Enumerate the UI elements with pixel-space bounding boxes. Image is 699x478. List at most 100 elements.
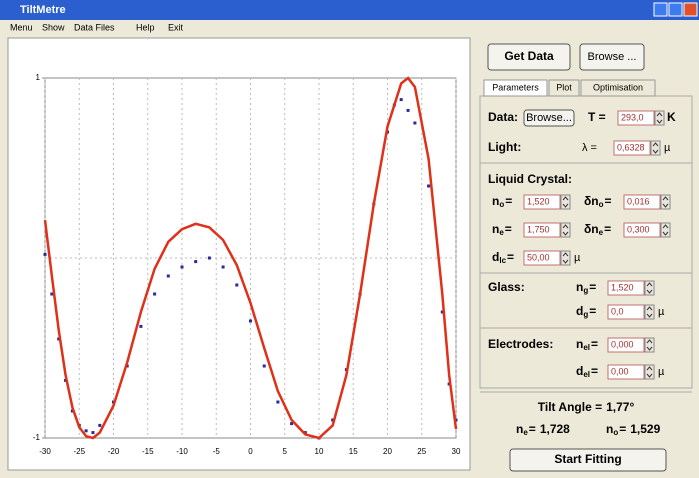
field-label: dlc= bbox=[492, 250, 514, 265]
data-label: Data: bbox=[488, 110, 518, 124]
spinner[interactable] bbox=[660, 222, 671, 238]
spinner-arrows bbox=[562, 224, 569, 236]
input-value: 1,520 bbox=[527, 196, 550, 206]
spinner[interactable] bbox=[644, 337, 655, 353]
input-value: 0,0 bbox=[611, 306, 624, 316]
data-point bbox=[413, 121, 417, 125]
menu-item[interactable]: Menu bbox=[10, 22, 33, 32]
equals: = bbox=[505, 194, 512, 208]
subscript: o bbox=[599, 200, 604, 209]
data-browse-button[interactable] bbox=[523, 109, 575, 127]
menu-item[interactable]: Data Files bbox=[74, 22, 115, 32]
input-value: 1,520 bbox=[611, 282, 634, 292]
unit: µ bbox=[574, 252, 581, 264]
browse-button[interactable] bbox=[579, 43, 645, 71]
spinner-arrows bbox=[646, 282, 653, 294]
maximize-button[interactable] bbox=[668, 2, 683, 17]
symbol: n bbox=[492, 222, 499, 236]
input-value: 0,300 bbox=[627, 224, 650, 234]
tab[interactable] bbox=[580, 79, 656, 97]
menu-item[interactable]: Help bbox=[136, 22, 155, 32]
start-fitting-button-label: Start Fitting bbox=[554, 452, 621, 466]
field-label: del= bbox=[576, 364, 598, 379]
data-point bbox=[194, 260, 198, 264]
spinner[interactable] bbox=[560, 222, 571, 238]
input-box[interactable] bbox=[523, 250, 561, 266]
minimize-button[interactable] bbox=[653, 2, 668, 17]
symbol: n bbox=[606, 422, 613, 436]
x-tick-label: -20 bbox=[108, 447, 120, 456]
subscript: lc bbox=[499, 256, 506, 265]
x-tick-label: 0 bbox=[248, 447, 253, 456]
data-point bbox=[50, 292, 54, 296]
equals: = bbox=[605, 194, 612, 208]
data-point bbox=[290, 422, 294, 426]
spinner[interactable] bbox=[644, 364, 655, 380]
menu-item[interactable]: Exit bbox=[168, 22, 184, 32]
x-tick-label: 5 bbox=[283, 447, 288, 456]
get-data-button-label: Get Data bbox=[504, 49, 554, 63]
input-box[interactable] bbox=[613, 140, 651, 156]
x-tick-label: 30 bbox=[452, 447, 461, 456]
subscript: el bbox=[583, 343, 590, 352]
x-tick-label: -15 bbox=[142, 447, 154, 456]
group-heading: Electrodes: bbox=[488, 337, 553, 351]
spinner[interactable] bbox=[560, 250, 571, 266]
spinner[interactable] bbox=[644, 304, 655, 320]
y-tick-label: 1 bbox=[36, 73, 41, 82]
menu-item[interactable]: Show bbox=[42, 22, 65, 32]
input-box[interactable] bbox=[607, 304, 645, 320]
tab[interactable] bbox=[548, 79, 580, 97]
fit-curve bbox=[43, 76, 458, 440]
equals: = bbox=[505, 222, 512, 236]
tilt-label: Tilt Angle = bbox=[538, 400, 602, 414]
field-label: δne= bbox=[584, 222, 611, 237]
subscript: o bbox=[499, 200, 504, 209]
spinner[interactable] bbox=[560, 194, 571, 210]
input-box[interactable] bbox=[523, 222, 561, 238]
spinner[interactable] bbox=[650, 140, 661, 156]
spinner[interactable] bbox=[660, 194, 671, 210]
subscript: e bbox=[499, 228, 504, 237]
spinner[interactable] bbox=[654, 110, 665, 126]
x-tick-label: -10 bbox=[176, 447, 188, 456]
input-value: 0,000 bbox=[611, 339, 634, 349]
symbol: d bbox=[576, 304, 583, 318]
tab-label: Optimisation bbox=[593, 82, 643, 92]
input-box[interactable] bbox=[607, 337, 645, 353]
x-tick-label: -30 bbox=[39, 447, 51, 456]
input-value: 293,0 bbox=[621, 112, 644, 122]
x-tick-label: 25 bbox=[417, 447, 426, 456]
result: no= 1,529 bbox=[606, 422, 661, 437]
data-point bbox=[207, 256, 211, 260]
close-button[interactable] bbox=[683, 2, 698, 17]
input-box[interactable] bbox=[623, 222, 661, 238]
field-label: ne= bbox=[492, 222, 512, 237]
t-unit: K bbox=[667, 110, 676, 124]
spinner[interactable] bbox=[644, 280, 655, 296]
input-box[interactable] bbox=[607, 280, 645, 296]
data-point bbox=[331, 418, 335, 422]
tab[interactable] bbox=[483, 79, 548, 97]
result: ne= 1,728 bbox=[516, 422, 570, 437]
input-box[interactable] bbox=[623, 194, 661, 210]
start-fitting-button[interactable] bbox=[509, 448, 667, 472]
get-data-button[interactable] bbox=[487, 43, 571, 71]
data-browse-button-label: Browse... bbox=[526, 112, 572, 124]
field-label: dg= bbox=[576, 304, 596, 319]
subscript: g bbox=[583, 310, 588, 319]
input-box[interactable] bbox=[617, 110, 655, 126]
group-heading: Glass: bbox=[488, 280, 525, 294]
input-box[interactable] bbox=[523, 194, 561, 210]
field-label: nel= bbox=[576, 337, 598, 352]
subscript: el bbox=[583, 370, 590, 379]
input-value: 0,6328 bbox=[617, 142, 645, 152]
input-box[interactable] bbox=[607, 364, 645, 380]
symbol: d bbox=[576, 364, 583, 378]
subscript: g bbox=[583, 286, 588, 295]
window-title: TiltMetre bbox=[20, 4, 66, 16]
data-point bbox=[406, 108, 410, 112]
x-tick-label: 15 bbox=[349, 447, 358, 456]
